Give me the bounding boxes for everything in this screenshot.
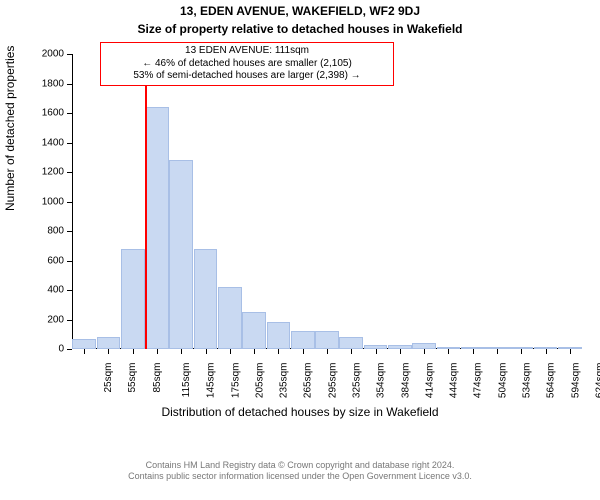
- y-tick: [67, 84, 72, 85]
- callout-line-2: ← 46% of detached houses are smaller (2,…: [107, 58, 387, 71]
- x-tick: [230, 349, 231, 354]
- y-tick: [67, 143, 72, 144]
- x-tick: [546, 349, 547, 354]
- histogram-bar: [339, 337, 363, 349]
- x-tick: [473, 349, 474, 354]
- histogram-bar: [121, 249, 145, 349]
- histogram-bar: [267, 322, 291, 349]
- y-tick-label: 200: [32, 314, 64, 325]
- x-tick-label: 295sqm: [327, 363, 338, 399]
- y-axis: [72, 54, 73, 349]
- x-tick-label: 325sqm: [352, 363, 363, 399]
- y-tick-label: 2000: [32, 49, 64, 60]
- x-tick: [84, 349, 85, 354]
- x-tick-label: 354sqm: [376, 363, 387, 399]
- y-tick: [67, 231, 72, 232]
- x-tick: [497, 349, 498, 354]
- y-tick-label: 600: [32, 255, 64, 266]
- x-tick-label: 145sqm: [206, 363, 217, 399]
- y-tick-label: 800: [32, 226, 64, 237]
- y-tick: [67, 172, 72, 173]
- y-tick: [67, 290, 72, 291]
- x-tick: [278, 349, 279, 354]
- y-tick: [67, 349, 72, 350]
- y-tick-label: 400: [32, 285, 64, 296]
- histogram-bar: [97, 337, 121, 349]
- x-tick: [133, 349, 134, 354]
- histogram-bar: [145, 107, 169, 349]
- footer-line-2: Contains public sector information licen…: [0, 471, 600, 482]
- x-tick: [157, 349, 158, 354]
- x-axis-label: Distribution of detached houses by size …: [0, 405, 600, 419]
- x-tick-label: 624sqm: [594, 363, 600, 399]
- y-tick-label: 1400: [32, 137, 64, 148]
- histogram-bar: [242, 312, 266, 349]
- x-tick-label: 265sqm: [303, 363, 314, 399]
- x-tick-label: 384sqm: [400, 363, 411, 399]
- y-tick: [67, 54, 72, 55]
- x-tick-label: 85sqm: [152, 363, 163, 393]
- x-tick-label: 564sqm: [546, 363, 557, 399]
- x-tick: [570, 349, 571, 354]
- x-tick: [400, 349, 401, 354]
- y-tick-label: 1200: [32, 167, 64, 178]
- y-tick-label: 1800: [32, 78, 64, 89]
- x-tick-label: 414sqm: [424, 363, 435, 399]
- x-tick: [424, 349, 425, 354]
- chart-plot-area: [72, 54, 582, 349]
- x-tick: [108, 349, 109, 354]
- y-tick-label: 1600: [32, 108, 64, 119]
- y-axis-label: Number of detached properties: [3, 191, 17, 211]
- histogram-bar: [169, 160, 193, 349]
- footer-attribution: Contains HM Land Registry data © Crown c…: [0, 460, 600, 482]
- footer-line-1: Contains HM Land Registry data © Crown c…: [0, 460, 600, 471]
- chart-subtitle: Size of property relative to detached ho…: [0, 22, 600, 36]
- y-tick: [67, 261, 72, 262]
- histogram-bar: [291, 331, 315, 349]
- x-tick-label: 474sqm: [473, 363, 484, 399]
- x-tick: [448, 349, 449, 354]
- y-tick-label: 0: [32, 344, 64, 355]
- x-tick-label: 115sqm: [181, 363, 192, 398]
- x-tick-label: 444sqm: [449, 363, 460, 399]
- histogram-bar: [194, 249, 218, 349]
- y-tick: [67, 202, 72, 203]
- y-tick-label: 1000: [32, 196, 64, 207]
- histogram-bar: [315, 331, 339, 349]
- x-tick-label: 534sqm: [522, 363, 533, 399]
- callout-box: 13 EDEN AVENUE: 111sqm ← 46% of detached…: [100, 42, 394, 86]
- x-tick: [181, 349, 182, 354]
- histogram-bar: [72, 339, 96, 349]
- x-tick-label: 25sqm: [103, 363, 114, 393]
- reference-marker-line: [145, 54, 147, 349]
- y-tick: [67, 320, 72, 321]
- x-tick-label: 594sqm: [570, 363, 581, 399]
- x-tick: [206, 349, 207, 354]
- x-tick-label: 235sqm: [279, 363, 290, 399]
- x-tick: [327, 349, 328, 354]
- page-title: 13, EDEN AVENUE, WAKEFIELD, WF2 9DJ: [0, 4, 600, 18]
- x-tick: [351, 349, 352, 354]
- x-tick: [303, 349, 304, 354]
- histogram-bar: [218, 287, 242, 349]
- x-tick-label: 55sqm: [127, 363, 138, 393]
- y-tick: [67, 113, 72, 114]
- x-tick: [254, 349, 255, 354]
- callout-line-3: 53% of semi-detached houses are larger (…: [107, 70, 387, 83]
- x-tick: [376, 349, 377, 354]
- x-tick-label: 504sqm: [497, 363, 508, 399]
- x-tick-label: 175sqm: [230, 363, 241, 399]
- x-tick-label: 205sqm: [254, 363, 265, 399]
- callout-line-1: 13 EDEN AVENUE: 111sqm: [107, 45, 387, 58]
- x-tick: [521, 349, 522, 354]
